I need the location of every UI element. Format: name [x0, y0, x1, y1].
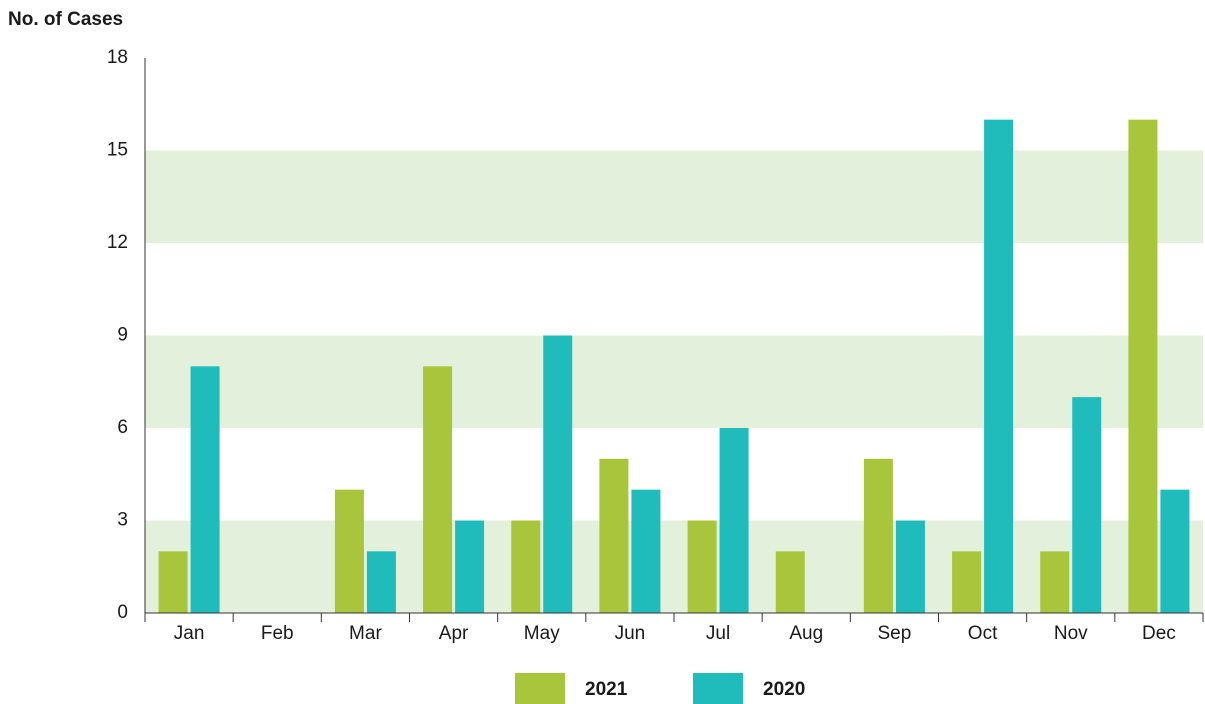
bar: [1128, 119, 1158, 614]
x-tick-label: Jun: [615, 623, 646, 644]
grid-band: [145, 520, 1203, 613]
y-axis-title: No. of Cases: [8, 9, 123, 30]
legend-swatch: [515, 673, 565, 704]
bar: [334, 489, 364, 613]
bar: [631, 489, 661, 613]
bar: [423, 366, 453, 613]
bar: [543, 335, 573, 613]
bar: [1072, 397, 1102, 613]
y-tick-label: 3: [117, 510, 128, 531]
bar: [863, 458, 893, 613]
x-tick-label: Dec: [1142, 623, 1176, 644]
legend-label: 2020: [763, 679, 805, 700]
bar: [366, 551, 396, 613]
bar: [599, 458, 629, 613]
x-tick-label: Feb: [261, 623, 294, 644]
bar: [895, 520, 925, 613]
bar: [455, 520, 485, 613]
x-tick-label: May: [524, 623, 560, 644]
y-tick-label: 15: [107, 140, 128, 161]
x-tick-label: Aug: [789, 623, 823, 644]
bar: [984, 119, 1014, 614]
x-tick-label: Sep: [878, 623, 912, 644]
bar: [775, 551, 805, 613]
bar: [1160, 489, 1190, 613]
x-tick-label: Apr: [439, 623, 469, 644]
legend-swatch: [693, 673, 743, 704]
legend-label: 2021: [585, 679, 628, 700]
bar: [190, 366, 220, 613]
bar: [158, 551, 188, 613]
grid-band: [145, 150, 1203, 243]
bar: [952, 551, 982, 613]
bar: [687, 520, 717, 613]
y-tick-label: 18: [107, 47, 128, 68]
y-tick-label: 0: [117, 602, 128, 623]
y-tick-label: 6: [117, 417, 128, 438]
y-tick-label: 12: [107, 232, 128, 253]
x-tick-label: Jan: [174, 623, 205, 644]
y-tick-label: 9: [117, 325, 128, 346]
x-tick-label: Oct: [968, 623, 998, 644]
x-tick-label: Mar: [349, 623, 382, 644]
bar: [1040, 551, 1070, 613]
bar: [511, 520, 541, 613]
x-tick-label: Jul: [706, 623, 730, 644]
grid-band: [145, 335, 1203, 428]
x-tick-label: Nov: [1054, 623, 1088, 644]
bar: [719, 428, 749, 613]
